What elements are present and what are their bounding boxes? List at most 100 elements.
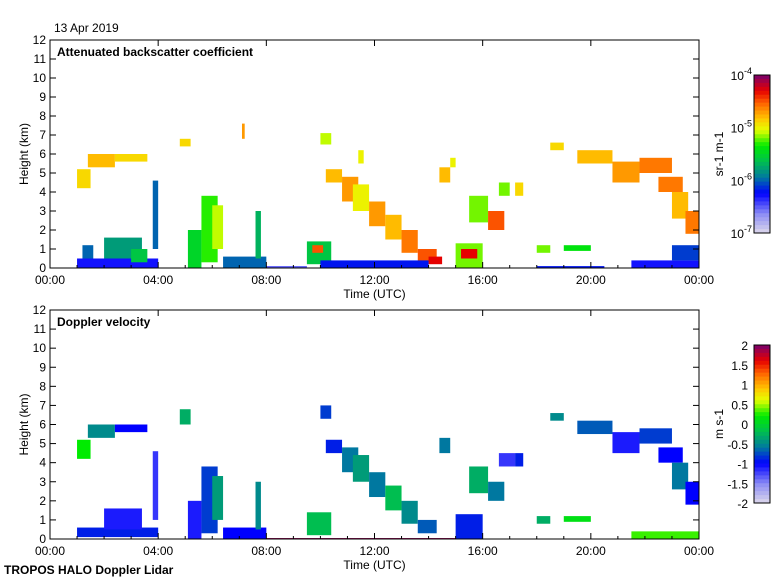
colorbar-tick-label: 10-5 (731, 119, 752, 136)
colorbar-segment (754, 479, 770, 484)
footer-label: TROPOS HALO Doppler Lidar (4, 563, 174, 577)
colorbar-segment (754, 431, 770, 437)
colorbar-segment (754, 193, 770, 198)
data-patch (671, 462, 689, 490)
y-tick-label: 0 (39, 532, 46, 546)
colorbar-segment (754, 392, 770, 397)
y-tick-label: 0 (39, 261, 46, 275)
data-patch (658, 447, 683, 463)
colorbar-segment (754, 106, 770, 112)
colorbar-segment (754, 356, 770, 362)
data-patch (498, 453, 516, 467)
x-axis-label: Time (UTC) (343, 287, 405, 301)
data-patch (612, 161, 640, 183)
data-patch (401, 230, 418, 253)
data-patch (469, 466, 489, 494)
data-patch (401, 500, 418, 524)
data-patch (152, 451, 159, 520)
data-patch (87, 154, 115, 168)
y-tick-label: 11 (34, 322, 47, 336)
colorbar-segment (754, 126, 770, 131)
data-patch (352, 455, 370, 482)
data-patch (550, 142, 564, 151)
x-tick-label: 00:00 (35, 544, 65, 558)
data-patch (77, 258, 159, 268)
colorbar-segment (754, 146, 770, 151)
y-tick-label: 1 (39, 513, 46, 527)
x-tick-label: 00:00 (684, 544, 714, 558)
colorbar-segment (754, 439, 770, 445)
colorbar-segment (754, 213, 770, 218)
colorbar-segment (754, 201, 770, 206)
data-patch (223, 527, 267, 539)
data-patch (385, 485, 402, 511)
colorbar-segment (754, 110, 770, 115)
colorbar-segment (754, 161, 770, 167)
colorbar-segment (754, 400, 770, 405)
y-axis-label: Height (km) (17, 123, 31, 185)
data-patch (187, 500, 202, 539)
y-tick-label: 10 (33, 71, 47, 85)
data-patch (671, 192, 689, 219)
colorbar-segment (754, 368, 770, 374)
colorbar-segment (754, 221, 770, 226)
y-tick-label: 5 (39, 166, 46, 180)
x-tick-label: 12:00 (359, 544, 389, 558)
data-patch (639, 157, 672, 173)
data-patch (639, 428, 672, 444)
colorbar-tick-label: 1.5 (731, 359, 748, 373)
x-tick-label: 08:00 (251, 544, 281, 558)
data-patch (266, 266, 307, 268)
x-tick-label: 04:00 (143, 544, 173, 558)
data-patch (536, 245, 551, 253)
colorbar-segment (754, 416, 770, 421)
colorbar-segment (754, 82, 770, 88)
y-tick-label: 3 (39, 475, 46, 489)
data-patch (488, 481, 505, 501)
y-tick-label: 8 (39, 109, 46, 123)
colorbar-tick-label: 0.5 (731, 398, 748, 412)
data-patch (563, 245, 591, 251)
colorbar-label: sr-1 m-1 (712, 131, 726, 176)
colorbar-segment (754, 209, 770, 214)
colorbar-segment (754, 404, 770, 409)
colorbar-segment (754, 165, 770, 171)
colorbar-tick-label: 10-4 (731, 66, 752, 83)
y-tick-label: 9 (39, 360, 46, 374)
colorbar-segment (754, 348, 770, 354)
y-tick-label: 6 (39, 418, 46, 432)
colorbar-tick-label: 1 (741, 379, 748, 393)
colorbar-segment (754, 205, 770, 210)
colorbar-segment (754, 138, 770, 143)
data-patch (439, 437, 451, 454)
x-tick-label: 12:00 (359, 273, 389, 287)
data-patch (488, 211, 505, 230)
colorbar-segment (754, 90, 770, 96)
y-tick-label: 12 (33, 303, 47, 317)
x-tick-label: 00:00 (684, 273, 714, 287)
y-tick-label: 5 (39, 437, 46, 451)
data-patch (312, 245, 324, 253)
colorbar-segment (754, 142, 770, 147)
data-patch (536, 266, 605, 268)
data-patch (325, 439, 343, 454)
data-patch (417, 519, 437, 534)
data-patch (241, 123, 245, 139)
colorbar-segment (754, 122, 770, 127)
y-tick-label: 3 (39, 204, 46, 218)
colorbar-tick-label: 2 (741, 339, 748, 353)
colorbar-segment (754, 463, 770, 468)
colorbar-segment (754, 420, 770, 425)
data-patch (179, 138, 191, 147)
colorbar-segment (754, 150, 770, 155)
data-patch (498, 182, 510, 196)
y-tick-label: 2 (39, 494, 46, 508)
data-patch (87, 424, 115, 438)
colorbar-segment (754, 197, 770, 202)
colorbar-segment (754, 86, 770, 92)
colorbar-segment (754, 225, 770, 230)
colorbar-segment (754, 424, 770, 429)
colorbar-segment (754, 118, 770, 123)
